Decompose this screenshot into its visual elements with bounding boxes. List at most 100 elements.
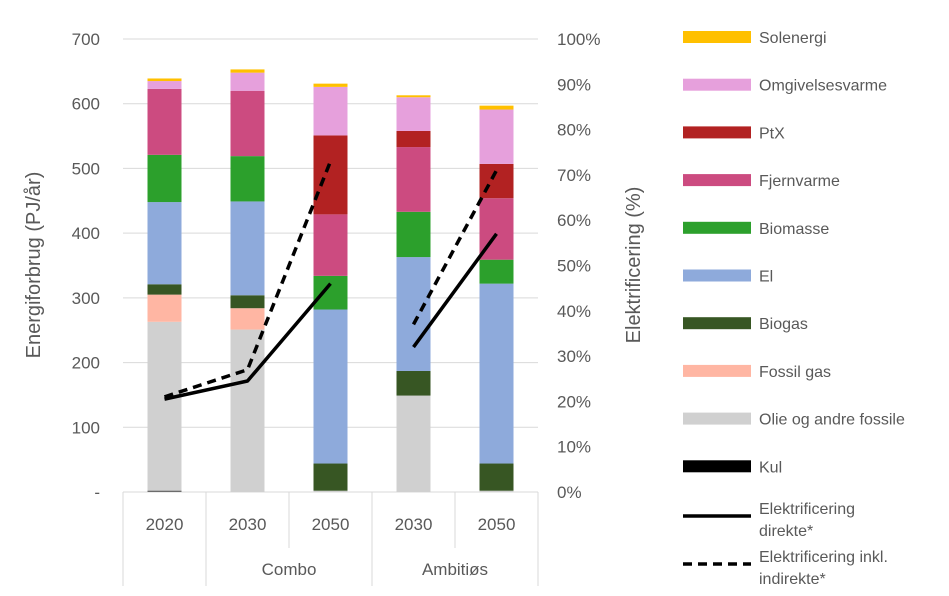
bar-segment-el bbox=[147, 202, 182, 285]
y2-tick-label: 10% bbox=[557, 438, 591, 457]
bar-segment-fjernvarme bbox=[313, 214, 348, 276]
bar-segment-olie-og-andre-fossile bbox=[147, 321, 182, 491]
y-tick-label: 100 bbox=[72, 418, 100, 437]
y2-tick-label: 30% bbox=[557, 347, 591, 366]
bar-segment-biomasse bbox=[147, 154, 182, 203]
legend-swatch-kul bbox=[683, 460, 751, 473]
bar-segment-el bbox=[396, 257, 431, 371]
y2-tick-label: 40% bbox=[557, 302, 591, 321]
bar-segment-omgivelsesvarme bbox=[479, 109, 514, 164]
y-tick-label: 400 bbox=[72, 224, 100, 243]
y-tick-label: - bbox=[94, 483, 100, 502]
y2-tick-label: 100% bbox=[557, 30, 600, 49]
y2-tick-label: 80% bbox=[557, 121, 591, 140]
y2-tick-label: 60% bbox=[557, 211, 591, 230]
bar-segment-biogas bbox=[479, 463, 514, 491]
line-elektrificering-direkte bbox=[412, 232, 498, 349]
y-tick-label: 500 bbox=[72, 159, 100, 178]
x-tick-label: 2030 bbox=[395, 515, 433, 534]
bar-segment-biogas bbox=[147, 284, 182, 295]
y-axis-left: - 100 200 300 400 500 600 700 bbox=[72, 30, 100, 502]
legend-swatch-biomasse bbox=[683, 221, 751, 234]
bar-segment-omgivelsesvarme bbox=[147, 81, 182, 89]
bar-segment-el bbox=[230, 201, 265, 296]
y-tick-label: 700 bbox=[72, 30, 100, 49]
bar-segment-fossil-gas bbox=[147, 294, 182, 322]
legend-swatch-ptx bbox=[683, 126, 751, 139]
electrification-lines bbox=[163, 160, 499, 401]
bar-segment-omgivelsesvarme bbox=[230, 72, 265, 91]
y2-tick-label: 70% bbox=[557, 166, 591, 185]
y-tick-label: 600 bbox=[72, 95, 100, 114]
bar-segment-biomasse bbox=[396, 211, 431, 258]
bar-segment-fjernvarme bbox=[230, 90, 265, 157]
bar-segment-el bbox=[313, 309, 348, 464]
legend: Solenergi Omgivelsesvarme PtX Fjernvarme Bio… bbox=[683, 30, 905, 588]
legend-swatch-olie-og-andre-fossile bbox=[683, 412, 751, 425]
line-elektrificering-direkte bbox=[164, 282, 332, 401]
y2-tick-label: 0% bbox=[557, 483, 582, 502]
bar-segment-solenergi bbox=[313, 83, 348, 87]
bar-segment-olie-og-andre-fossile bbox=[313, 490, 348, 492]
legend-line-label: Elektrificering bbox=[759, 501, 855, 518]
legend-line-label: indirekte* bbox=[759, 571, 826, 588]
x-tick-label: 2020 bbox=[146, 515, 184, 534]
legend-swatch-biogas bbox=[683, 317, 751, 330]
legend-label-kul: Kul bbox=[759, 459, 782, 476]
legend-line-label: direkte* bbox=[759, 523, 813, 540]
x-group-label: Ambitiøs bbox=[422, 560, 488, 579]
y2-tick-label: 20% bbox=[557, 392, 591, 411]
legend-swatch-solenergi bbox=[683, 31, 751, 43]
bars bbox=[147, 69, 514, 492]
bar-segment-biogas bbox=[313, 463, 348, 491]
legend-swatch-fjernvarme bbox=[683, 174, 751, 187]
legend-label-olie-og-andre-fossile: Olie og andre fossile bbox=[759, 412, 905, 429]
legend-swatch-el bbox=[683, 269, 751, 282]
legend-label-fossil-gas: Fossil gas bbox=[759, 364, 831, 381]
bar-segment-biogas bbox=[396, 370, 431, 396]
legend-swatch-fossil-gas bbox=[683, 364, 751, 377]
bar-segment-ptx bbox=[479, 163, 514, 199]
x-tick-label: 2050 bbox=[478, 515, 516, 534]
x-tick-label: 2050 bbox=[312, 515, 350, 534]
bar-segment-kul bbox=[147, 490, 182, 492]
bar-segment-biomasse bbox=[313, 275, 348, 310]
bar-segment-fjernvarme bbox=[396, 147, 431, 212]
bar-segment-solenergi bbox=[147, 78, 182, 82]
x-group-label: Combo bbox=[262, 560, 317, 579]
legend-label-el: El bbox=[759, 269, 773, 286]
legend-label-fjernvarme: Fjernvarme bbox=[759, 173, 840, 190]
y-tick-label: 300 bbox=[72, 289, 100, 308]
y-tick-label: 200 bbox=[72, 354, 100, 373]
bar-segment-biomasse bbox=[479, 259, 514, 284]
bar-segment-solenergi bbox=[479, 105, 514, 110]
legend-label-omgivelsesvarme: Omgivelsesvarme bbox=[759, 78, 887, 95]
bar-segment-olie-og-andre-fossile bbox=[479, 490, 514, 492]
legend-label-solenergi: Solenergi bbox=[759, 30, 827, 47]
y2-axis-title: Elektrificering (%) bbox=[623, 187, 645, 344]
bar-segment-ptx bbox=[396, 130, 431, 148]
legend-label-biomasse: Biomasse bbox=[759, 221, 829, 238]
x-tick-label: 2030 bbox=[229, 515, 267, 534]
bar-segment-olie-og-andre-fossile bbox=[396, 395, 431, 492]
bar-segment-solenergi bbox=[396, 95, 431, 98]
y2-tick-label: 50% bbox=[557, 257, 591, 276]
x-axis: 2020 2030 2050 2030 2050 Combo Ambitiøs bbox=[122, 491, 539, 586]
bar-segment-ptx bbox=[313, 135, 348, 215]
y-axis-right: 0% 10% 20% 30% 40% 50% 60% 70% 80% 90% 100% bbox=[557, 30, 600, 502]
legend-line-label: Elektrificering inkl. bbox=[759, 549, 888, 566]
bar-segment-omgivelsesvarme bbox=[396, 97, 431, 131]
bar-segment-fjernvarme bbox=[147, 88, 182, 155]
y2-tick-label: 90% bbox=[557, 75, 591, 94]
legend-label-ptx: PtX bbox=[759, 125, 785, 142]
legend-swatch-omgivelsesvarme bbox=[683, 78, 751, 91]
legend-label-biogas: Biogas bbox=[759, 316, 808, 333]
bar-segment-fossil-gas bbox=[230, 308, 265, 330]
y-axis-title: Energiforbrug (PJ/år) bbox=[23, 172, 45, 359]
bar-segment-olie-og-andre-fossile bbox=[230, 329, 265, 492]
bar-segment-biogas bbox=[230, 295, 265, 309]
bar-segment-solenergi bbox=[230, 69, 265, 73]
bar-segment-omgivelsesvarme bbox=[313, 86, 348, 136]
bar-segment-biomasse bbox=[230, 156, 265, 202]
